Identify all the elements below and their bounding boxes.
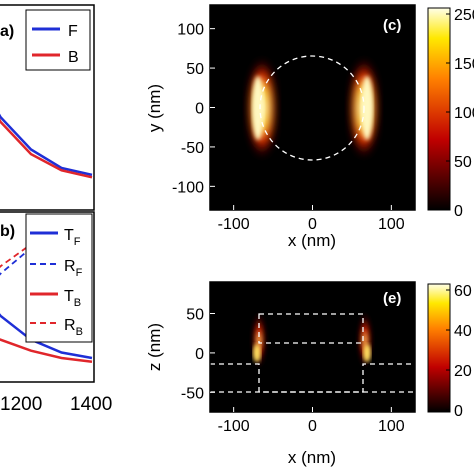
legend-b-TB-label: TB (64, 288, 81, 309)
panel-b: TF RF TB RB b) 1200 1400 (0, 211, 112, 415)
colorbar-tick-label: 0 (454, 403, 463, 420)
panel-c-label: (c) (383, 17, 401, 34)
legend-b-box (25, 213, 93, 343)
panel-b-xtick-1400: 1400 (70, 394, 112, 415)
heatmap-e-hotspot-left-core (253, 344, 261, 362)
panel-a-series (0, 113, 93, 179)
heatmap-c-background (210, 5, 415, 210)
legend-a-B-label: B (68, 49, 79, 66)
legend-b-TF-label: TF (64, 227, 81, 248)
heatmap-c-lobe-right-core (361, 76, 373, 140)
heatmap-e-hotspot-right-core (363, 344, 371, 362)
xtick-label: -100 (218, 216, 250, 233)
colorbar-tick-label: 40 (454, 323, 472, 340)
panel-b-label: b) (0, 223, 15, 240)
xtick-label: 100 (378, 418, 405, 435)
panel-a-label: a) (0, 23, 14, 40)
ytick-label: 0 (195, 346, 204, 363)
colorbar-tick-label: 60 (454, 283, 472, 300)
heatmap-c-ylabel: y (nm) (145, 84, 164, 132)
panel-e-label: (e) (383, 290, 401, 307)
ytick-label: -50 (181, 140, 204, 157)
legend-b-RB-label: RB (64, 317, 83, 338)
legend-a-F-label: F (68, 23, 78, 40)
heatmap-c-lobe-left-core (252, 76, 264, 140)
ytick-label: 50 (186, 61, 204, 78)
panel-e: (e) -100 0 100 50 0 -50 x (nm) z (nm) 60 40 20 0 (145, 281, 472, 467)
ytick-label: 0 (195, 101, 204, 118)
colorbar-tick-label: 20 (454, 363, 472, 380)
colorbar-e-ticks: 60 40 20 0 (446, 283, 472, 420)
panel-a: F B a) (0, 4, 95, 211)
legend-b-RF-label: RF (64, 258, 83, 279)
colorbar-tick-label: 250 (454, 7, 474, 24)
heatmap-c-xlabel: x (nm) (288, 231, 336, 250)
colorbar-c-ticks: 250 150 100 50 0 (446, 7, 474, 220)
colorbar-tick-label: 150 (454, 56, 474, 73)
panel-b-xtick-1200: 1200 (0, 394, 42, 415)
legend-a: F B (25, 9, 91, 71)
colorbar-tick-label: 0 (454, 203, 463, 220)
heatmap-e-xlabel: x (nm) (288, 448, 336, 467)
xtick-label: 0 (308, 216, 317, 233)
colorbar-e (427, 283, 451, 413)
ytick-label: -100 (172, 179, 204, 196)
colorbar-tick-label: 100 (454, 105, 474, 122)
heatmap-e-hotspot-right (357, 310, 373, 370)
heatmap-e-ticks: -100 0 100 50 0 -50 (181, 307, 405, 435)
colorbar-c (427, 7, 451, 211)
heatmap-c-particle-outline (259, 55, 365, 161)
xtick-label: 100 (378, 216, 405, 233)
legend-b: TF RF TB RB (25, 213, 93, 343)
heatmap-e-background (210, 282, 415, 412)
ytick-label: -50 (181, 385, 204, 402)
series-line-F (0, 113, 93, 177)
heatmap-e-ylabel: z (nm) (145, 323, 164, 371)
heatmap-e-field (210, 310, 415, 393)
series-line-B (0, 118, 93, 179)
heatmap-e-particle-outline (258, 313, 364, 344)
ytick-label: 50 (186, 307, 204, 324)
legend-a-box (25, 9, 91, 71)
heatmap-c-field (246, 55, 380, 161)
series-line-TB (0, 338, 93, 363)
xtick-label: 0 (308, 418, 317, 435)
ytick-label: 100 (177, 22, 204, 39)
xtick-label: -100 (218, 418, 250, 435)
colorbar-tick-label: 50 (454, 154, 472, 171)
heatmap-c-ticks: -100 0 100 100 50 0 -50 -100 (172, 22, 405, 233)
